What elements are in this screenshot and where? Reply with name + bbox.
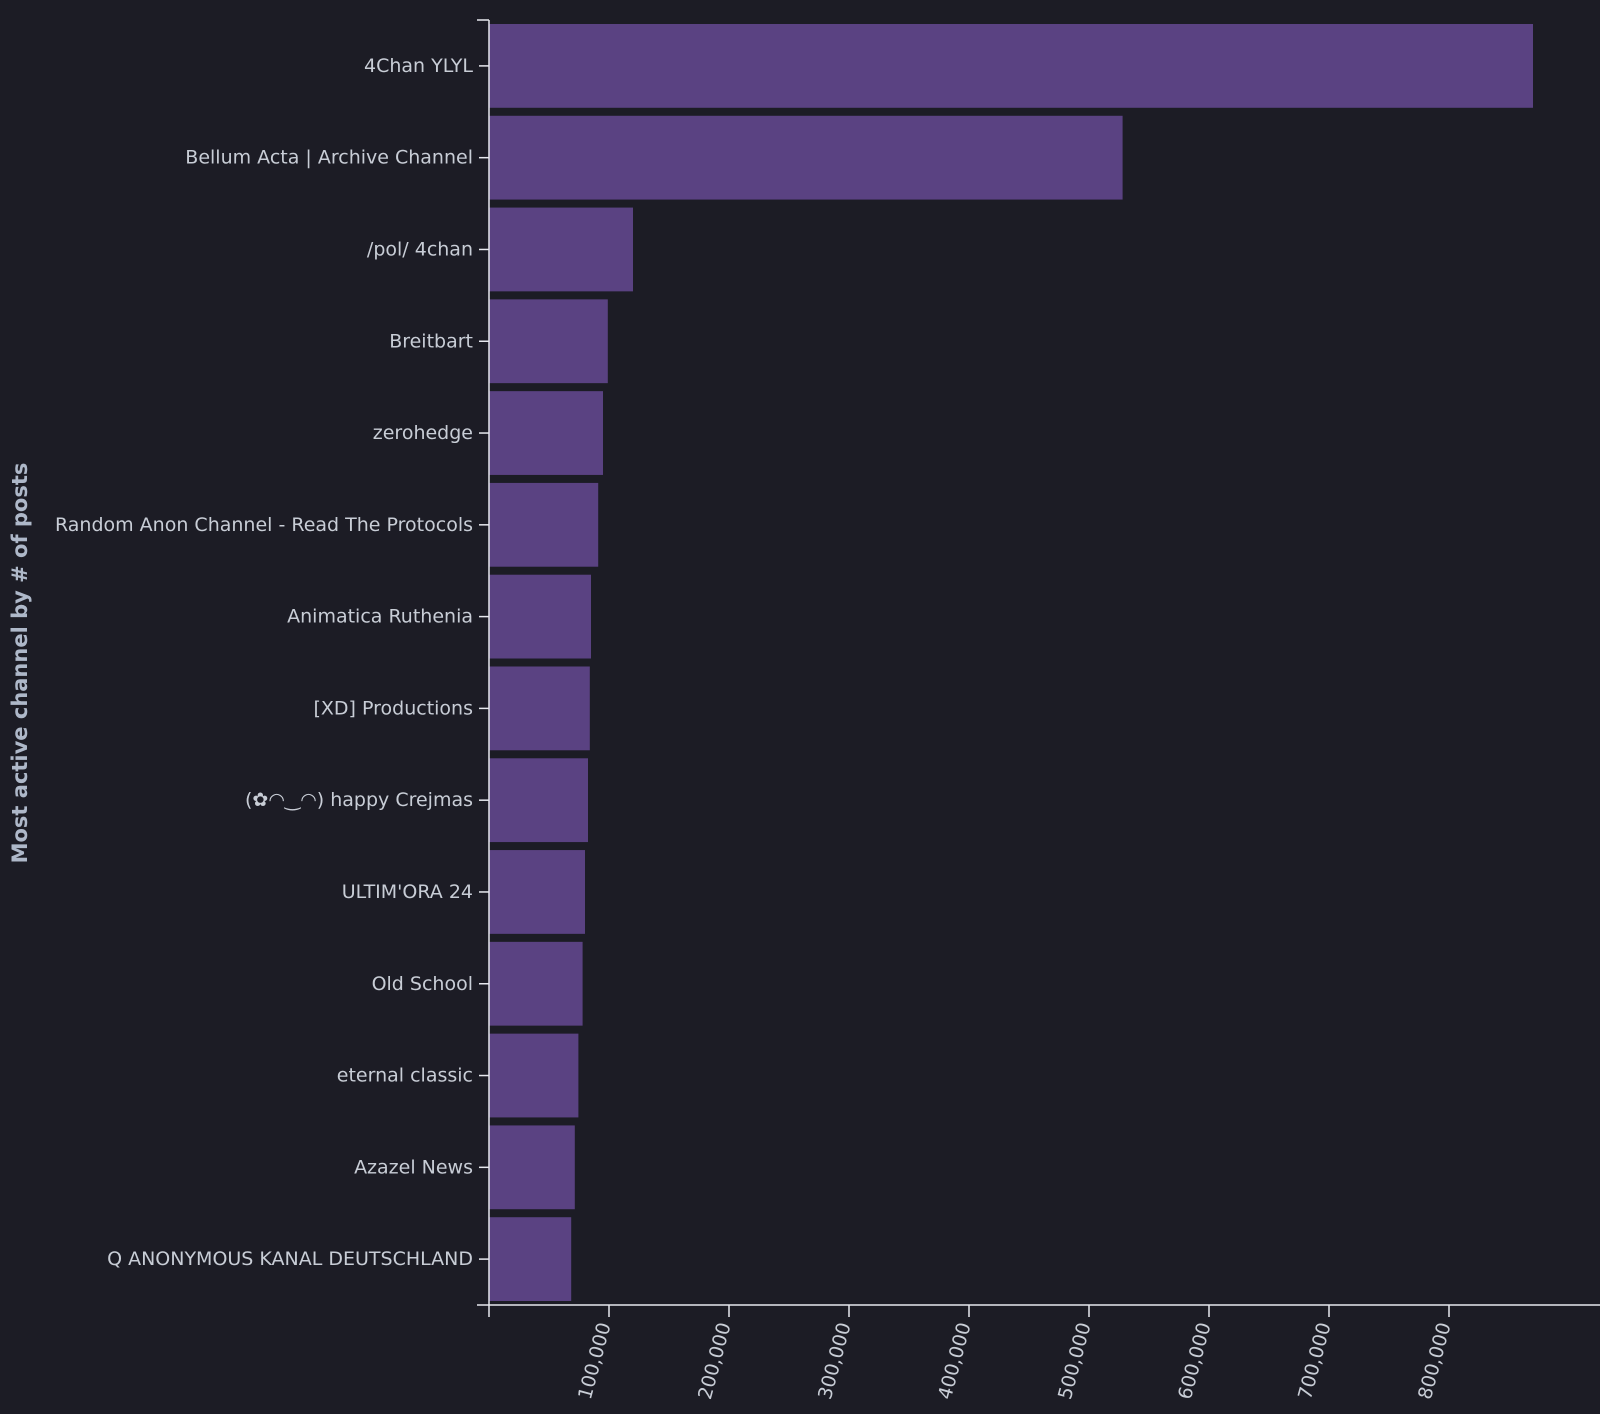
category-label-4: zerohedge — [373, 422, 473, 444]
category-label-8: (✿◠‿◠) happy Crejmas — [245, 789, 473, 811]
bar-10 — [489, 941, 583, 1026]
x-tick-label-6: 700,000 — [1294, 1320, 1336, 1402]
category-label-12: Azazel News — [354, 1156, 473, 1178]
category-label-6: Animatica Ruthenia — [287, 606, 473, 628]
x-tick-label-3: 400,000 — [934, 1320, 976, 1402]
x-tick-label-4: 500,000 — [1054, 1320, 1096, 1402]
x-tick-label-5: 600,000 — [1174, 1320, 1216, 1402]
category-label-11: eternal classic — [337, 1065, 473, 1087]
bar-13 — [489, 1217, 572, 1301]
bar-6 — [489, 574, 591, 659]
category-label-1: Bellum Acta | Archive Channel — [185, 147, 473, 169]
category-label-10: Old School — [372, 973, 473, 995]
category-label-2: /pol/ 4chan — [367, 238, 473, 260]
x-tick-label-7: 800,000 — [1414, 1320, 1456, 1402]
bar-4 — [489, 391, 603, 475]
bar-7 — [489, 666, 590, 751]
category-label-3: Breitbart — [389, 330, 473, 352]
y-axis-title: Most active channel by # of posts — [8, 463, 32, 864]
category-label-7: [XD] Productions — [314, 697, 474, 719]
bar-5 — [489, 482, 599, 567]
category-label-13: Q ANONYMOUS KANAL DEUTSCHLAND — [107, 1248, 473, 1270]
category-label-0: 4Chan YLYL — [364, 55, 473, 77]
bar-0 — [489, 24, 1533, 108]
x-tick-label-1: 200,000 — [694, 1320, 736, 1402]
x-tick-label-0: 100,000 — [574, 1320, 616, 1402]
category-label-9: ULTIM'ORA 24 — [342, 881, 473, 903]
category-label-5: Random Anon Channel - Read The Protocols — [55, 514, 473, 536]
bar-11 — [489, 1033, 579, 1118]
x-tick-label-2: 300,000 — [814, 1320, 856, 1402]
bar-3 — [489, 299, 608, 384]
bar-12 — [489, 1125, 575, 1210]
bar-2 — [489, 207, 633, 292]
bar-8 — [489, 758, 588, 843]
bar-1 — [489, 115, 1123, 200]
bar-9 — [489, 850, 585, 934]
